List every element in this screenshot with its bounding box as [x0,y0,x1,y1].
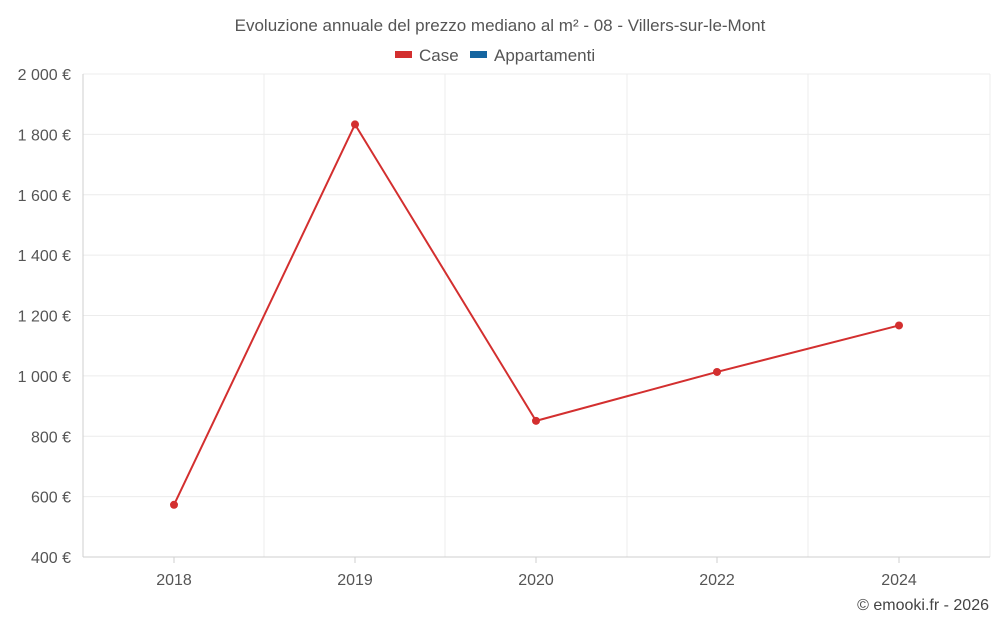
y-tick-label: 800 € [31,429,71,446]
x-tick-label: 2020 [518,572,554,589]
legend-label-appartamenti: Appartamenti [494,46,595,65]
legend-label-case: Case [419,46,459,65]
x-axis-ticks: 2018 2019 2020 2022 2024 [156,557,917,589]
x-tick-label: 2019 [337,572,373,589]
y-axis-ticks: 400 € 600 € 800 € 1 000 € 1 200 € 1 400 € 1 60… [18,67,71,567]
legend-item-appartamenti[interactable]: Appartamenti [470,46,595,65]
grid [83,73,991,557]
y-tick-label: 400 € [31,550,71,567]
legend-item-case[interactable]: Case [395,46,459,65]
series-line-case [173,123,900,506]
y-tick-label: 1 000 € [18,369,71,386]
x-tick-label: 2018 [156,572,192,589]
y-tick-label: 1 200 € [18,309,71,326]
legend: Case Appartamenti [395,46,595,65]
legend-swatch-case [395,51,412,58]
copyright-notice: © emooki.fr - 2026 [857,597,989,614]
data-point-case[interactable] [895,321,903,330]
data-point-case[interactable] [532,416,540,425]
chart-title: Evoluzione annuale del prezzo mediano al… [235,16,766,35]
y-tick-label: 1 400 € [18,248,71,265]
y-tick-label: 1 800 € [18,127,71,144]
x-tick-label: 2024 [881,572,917,589]
data-point-case[interactable] [713,367,721,376]
y-tick-label: 1 600 € [18,188,71,205]
data-point-case[interactable] [351,120,359,129]
x-tick-label: 2022 [699,572,735,589]
data-point-case[interactable] [170,500,178,509]
y-tick-label: 2 000 € [18,67,71,84]
legend-swatch-appartamenti [470,51,487,58]
y-tick-label: 600 € [31,490,71,507]
series [170,120,903,509]
